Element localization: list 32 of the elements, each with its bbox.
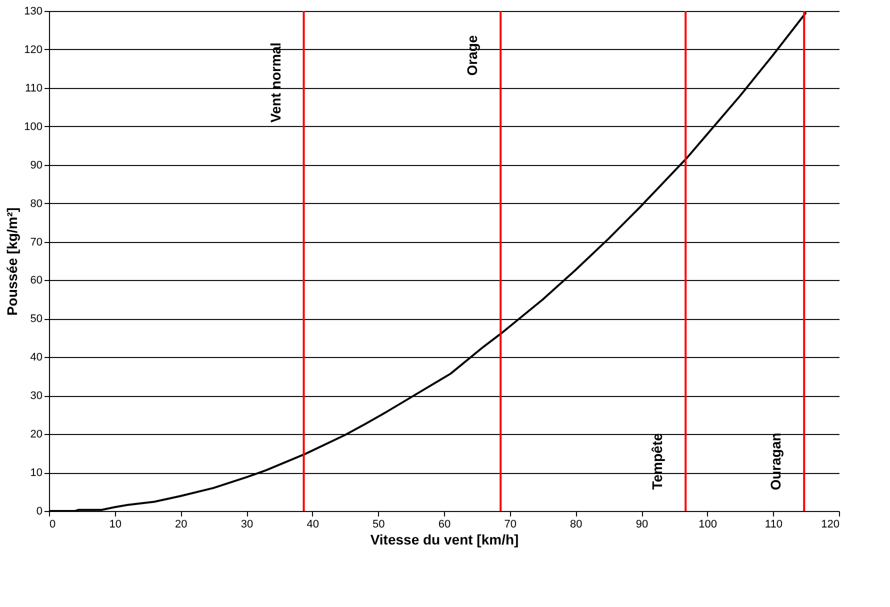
x-tick-label: 120 xyxy=(821,518,840,530)
y-tick-label: 120 xyxy=(24,44,42,56)
x-tick-label: 100 xyxy=(698,518,718,530)
y-tick-label: 0 xyxy=(36,506,42,518)
y-axis-title: Poussée [kg/m²] xyxy=(4,207,20,316)
x-tick-label: 60 xyxy=(438,518,451,530)
y-tick-label: 60 xyxy=(30,274,42,287)
x-tick-label: 110 xyxy=(764,518,782,530)
x-tick-label: 70 xyxy=(504,518,516,530)
y-tick-label: 130 xyxy=(24,6,42,18)
y-tick-label: 40 xyxy=(30,352,42,364)
x-tick-label: 90 xyxy=(636,518,648,530)
x-tick-label: 50 xyxy=(372,518,385,530)
y-tick-label: 70 xyxy=(30,236,42,248)
x-tick-label: 10 xyxy=(109,518,122,530)
y-tick-label: 20 xyxy=(30,428,42,441)
y-tick-label: 90 xyxy=(30,159,42,172)
y-tick-label: 80 xyxy=(30,198,42,210)
x-tick-label: 30 xyxy=(240,518,254,530)
y-tick-label: 50 xyxy=(30,313,42,326)
ref-line-label: Tempête xyxy=(649,433,666,490)
x-tick-label: 0 xyxy=(50,518,56,530)
x-tick-label: 80 xyxy=(570,518,582,530)
ref-line-label: Orage xyxy=(464,35,480,76)
y-tick-label: 10 xyxy=(30,467,42,480)
x-tick-label: 20 xyxy=(175,518,188,530)
x-axis-title: Vitesse du vent [km/h] xyxy=(370,532,519,548)
y-tick-label: 110 xyxy=(24,82,42,94)
x-tick-label: 40 xyxy=(306,518,319,530)
y-tick-label: 30 xyxy=(30,390,42,402)
y-tick-label: 100 xyxy=(24,120,42,133)
ref-line-label: Vent normal xyxy=(267,42,284,123)
